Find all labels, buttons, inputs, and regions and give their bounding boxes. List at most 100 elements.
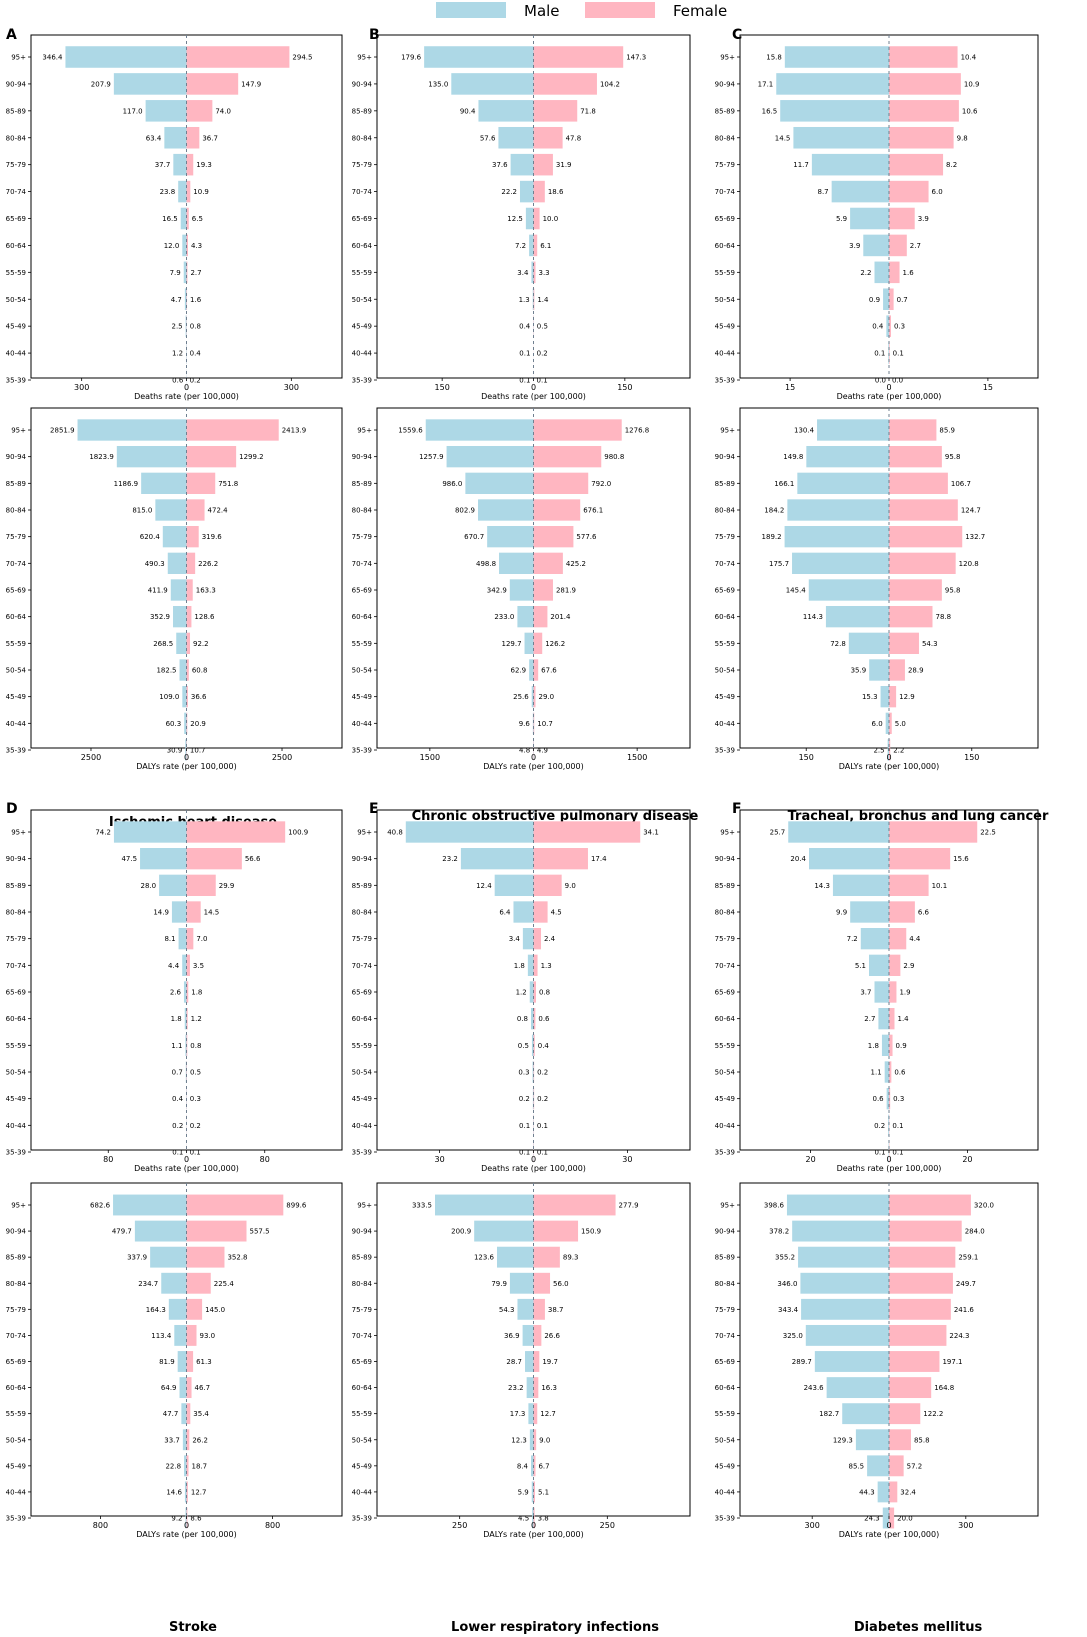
male-value-label: 114.3 (803, 613, 823, 621)
female-value-label: 85.8 (914, 1436, 930, 1444)
age-group-label: 60-64 (715, 613, 736, 621)
male-value-label: 12.0 (164, 242, 180, 250)
male-bar (531, 261, 534, 284)
x-tick-label: 0 (531, 383, 536, 392)
male-value-label: 378.2 (769, 1228, 789, 1236)
age-group-label: 50-54 (715, 667, 736, 675)
male-value-label: 33.7 (164, 1436, 180, 1444)
male-value-label: 0.4 (172, 1095, 184, 1103)
male-value-label: 47.5 (121, 855, 137, 863)
female-value-label: 34.1 (643, 829, 659, 837)
male-bar (77, 419, 187, 441)
age-group-label: 55-59 (6, 1410, 26, 1418)
female-bar (889, 1429, 911, 1451)
male-value-label: 12.5 (507, 215, 523, 223)
panel-letter-b: B (369, 27, 380, 43)
female-bar (533, 981, 537, 1003)
age-group-label: 45-49 (715, 1462, 735, 1470)
female-value-label: 12.7 (191, 1488, 207, 1496)
female-bar (889, 526, 963, 548)
male-value-label: 233.0 (494, 613, 514, 621)
x-tick-label: 150 (435, 383, 450, 392)
male-value-label: 14.5 (775, 134, 791, 142)
age-group-label: 85-89 (6, 882, 26, 890)
age-group-label: 95+ (720, 54, 735, 62)
male-bar (885, 712, 889, 734)
male-bar (531, 1455, 534, 1477)
female-value-label: 163.3 (196, 587, 216, 595)
age-group-label: 50-54 (352, 1436, 373, 1444)
male-value-label: 398.6 (764, 1202, 785, 1210)
male-value-label: 200.9 (451, 1228, 471, 1236)
age-group-label: 85-89 (6, 1254, 26, 1262)
age-group-label: 55-59 (6, 269, 26, 277)
male-value-label: 2851.9 (50, 427, 75, 435)
age-group-label: 70-74 (352, 188, 373, 196)
age-group-label: 65-69 (6, 1358, 26, 1366)
female-bar (533, 874, 562, 896)
age-group-label: 55-59 (352, 269, 372, 277)
male-bar (180, 207, 187, 230)
male-bar (179, 1377, 187, 1399)
panel-letter-e: E (369, 801, 379, 817)
male-value-label: 62.9 (511, 667, 527, 675)
male-value-label: 1.2 (516, 989, 527, 997)
x-axis-label: DALYs rate (per 100,000) (136, 762, 236, 771)
x-tick-label: 0 (531, 753, 536, 762)
male-value-label: 166.1 (774, 480, 794, 488)
male-bar (185, 1034, 187, 1056)
male-bar (182, 686, 187, 708)
female-bar (533, 686, 536, 708)
male-bar (134, 1220, 187, 1242)
age-group-label: 60-64 (352, 1384, 373, 1392)
age-group-label: 35-39 (6, 377, 26, 385)
age-group-label: 45-49 (352, 693, 372, 701)
age-group-label: 40-44 (715, 1122, 736, 1130)
male-bar (183, 261, 187, 284)
male-value-label: 145.4 (786, 587, 807, 595)
female-value-label: 12.9 (899, 693, 915, 701)
female-bar (186, 552, 196, 574)
male-bar (886, 1088, 889, 1110)
female-value-label: 10.6 (962, 107, 978, 115)
female-value-label: 0.2 (537, 1069, 548, 1077)
female-bar (533, 207, 540, 230)
age-group-label: 45-49 (6, 1462, 26, 1470)
age-group-label: 40-44 (352, 720, 373, 728)
age-group-label: 45-49 (715, 323, 735, 331)
male-bar (184, 712, 187, 734)
female-value-label: 2.7 (190, 269, 201, 277)
age-group-label: 95+ (11, 54, 26, 62)
x-tick-label: 0 (886, 383, 891, 392)
female-value-label: 132.7 (965, 533, 985, 541)
female-value-label: 0.1 (190, 1149, 201, 1157)
female-value-label: 0.6 (894, 1069, 906, 1077)
male-bar (181, 1403, 187, 1425)
age-group-label: 85-89 (352, 107, 372, 115)
female-bar (533, 180, 545, 203)
x-axis-label: DALYs rate (per 100,000) (483, 1530, 583, 1539)
female-bar (533, 1061, 535, 1083)
male-bar (780, 100, 889, 122)
female-value-label: 18.6 (548, 188, 564, 196)
male-value-label: 1.8 (171, 1015, 182, 1023)
male-value-label: 57.6 (480, 134, 496, 142)
female-bar (186, 153, 194, 176)
female-bar (186, 1008, 188, 1030)
age-group-label: 95+ (720, 829, 735, 837)
male-bar (176, 632, 187, 654)
male-value-label: 0.0 (875, 377, 886, 385)
male-value-label: 289.7 (792, 1358, 812, 1366)
male-value-label: 490.3 (145, 560, 165, 568)
male-value-label: 0.2 (874, 1122, 885, 1130)
female-bar (889, 954, 901, 976)
age-group-label: 80-84 (352, 507, 373, 515)
female-value-label: 472.4 (208, 507, 229, 515)
female-bar (533, 153, 553, 176)
age-group-label: 85-89 (715, 480, 735, 488)
female-value-label: 17.4 (591, 855, 607, 863)
female-bar (889, 686, 897, 708)
male-bar (786, 1194, 889, 1216)
male-value-label: 14.6 (166, 1488, 182, 1496)
male-bar (855, 1429, 889, 1451)
